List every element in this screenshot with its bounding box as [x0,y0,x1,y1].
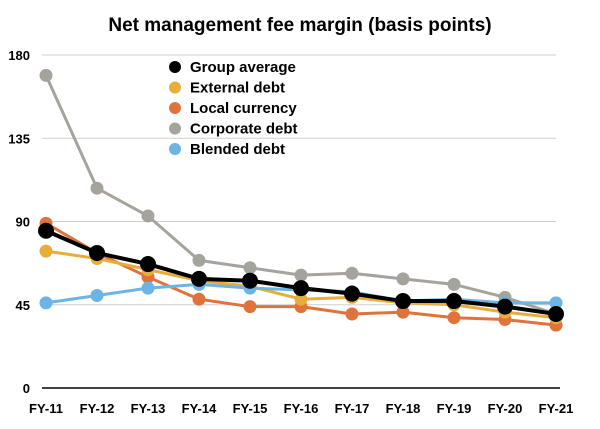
data-point [192,253,206,267]
legend-label: Group average [190,59,296,76]
legend-label: Corporate debt [190,121,298,138]
data-point [395,293,411,310]
legend-item: Corporate debt [169,121,298,138]
x-tick-label: FY-13 [131,401,166,416]
data-point [90,181,104,195]
legend-item: Local currency [169,100,297,117]
legend-item: External debt [169,80,285,97]
data-point [396,305,410,319]
data-point [293,280,309,297]
data-point [90,289,104,302]
data-point [243,261,257,275]
data-point [39,68,53,82]
chart-title: Net management fee margin (basis points) [108,15,491,36]
legend: Group average External debt Local currency… [169,59,298,158]
x-tick-label: FY-11 [29,401,63,416]
legend-marker [169,143,181,155]
data-point [38,222,54,239]
data-point [242,272,258,289]
x-tick-label: FY-15 [233,401,268,416]
legend-marker [169,102,181,114]
x-tick-label: FY-21 [539,401,574,416]
data-point [497,298,513,315]
y-tick-label: 90 [16,215,30,230]
legend-marker [169,81,181,94]
data-point [39,296,53,310]
x-tick-label: FY-17 [335,401,370,416]
series-group-average [38,222,564,322]
legend-marker [169,61,181,73]
data-point [192,292,206,306]
data-point [294,268,308,282]
x-tick-label: FY-19 [437,401,472,416]
x-axis-ticks: FY-11 FY-12 FY-13 FY-14 FY-15 FY-16 FY-17 FY-18… [29,401,573,416]
data-point [345,307,359,321]
data-point [344,285,360,302]
data-point [294,292,308,306]
series-layer [38,68,564,332]
legend-marker [169,122,181,135]
legend-item: Group average [169,59,296,76]
grid-lines [42,54,556,306]
x-tick-label: FY-12 [80,401,115,416]
data-point [549,296,563,310]
data-point [345,266,359,280]
legend-item: Blended debt [169,141,285,158]
data-point [191,270,207,287]
y-tick-label: 0 [23,381,30,396]
x-tick-label: FY-14 [182,401,217,416]
data-point [548,306,564,322]
x-tick-label: FY-18 [386,401,421,416]
data-point [140,256,156,273]
data-point [243,300,257,314]
data-point [446,293,462,310]
y-tick-label: 45 [16,298,30,313]
x-tick-label: FY-20 [488,401,523,416]
y-tick-label: 180 [8,48,30,63]
data-point [447,277,461,291]
legend-label: Blended debt [190,141,285,158]
data-point [39,244,53,258]
y-axis-ticks: 0 45 90 135 180 [8,48,30,396]
data-point [447,311,461,325]
legend-label: Local currency [190,100,297,117]
legend-label: External debt [190,80,285,97]
data-point [141,281,155,295]
data-point [396,272,410,286]
x-tick-label: FY-16 [284,401,319,416]
data-point [141,209,155,223]
y-tick-label: 135 [8,131,30,146]
data-point [89,244,105,261]
